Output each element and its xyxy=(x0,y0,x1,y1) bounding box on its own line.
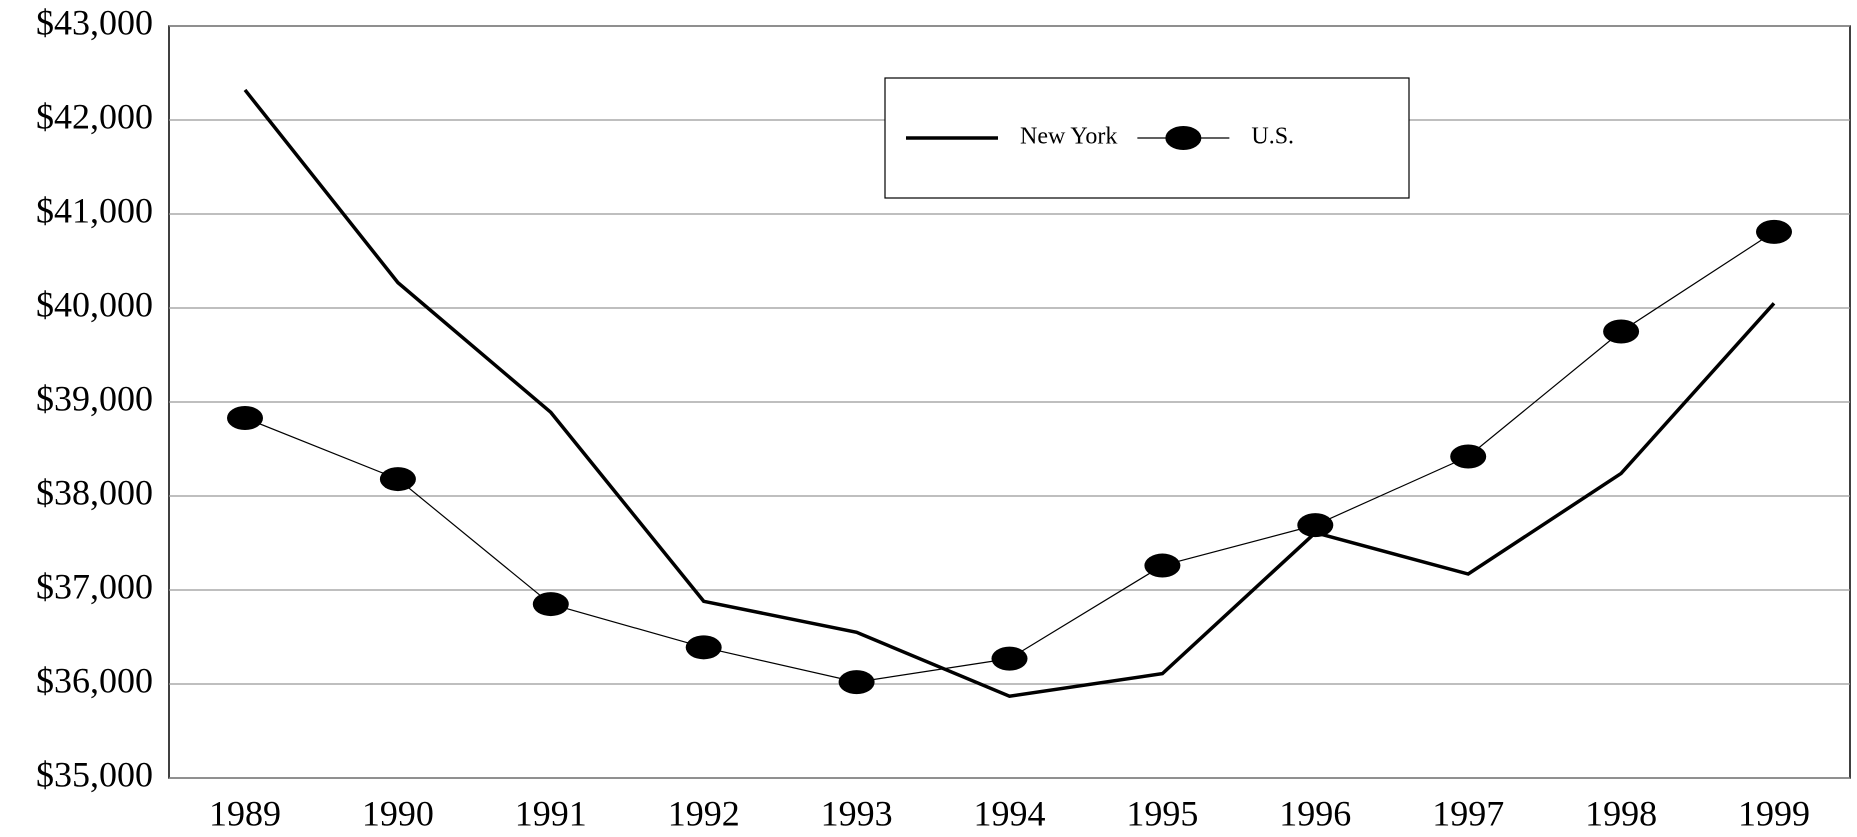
x-tick-label: 1997 xyxy=(1432,793,1504,833)
y-tick-label: $38,000 xyxy=(36,472,153,512)
point-marker xyxy=(532,592,569,617)
y-tick-label: $36,000 xyxy=(36,660,153,700)
legend-marker xyxy=(1165,126,1202,150)
point-marker xyxy=(1603,319,1640,344)
y-tick-label: $37,000 xyxy=(36,566,153,606)
point-marker xyxy=(1297,513,1334,538)
series-line xyxy=(243,88,1776,699)
x-tick-label: 1991 xyxy=(515,793,587,833)
x-tick-label: 1994 xyxy=(974,793,1046,833)
x-tick-label: 1990 xyxy=(362,793,434,833)
x-tick-label: 1999 xyxy=(1738,793,1810,833)
legend-label: U.S. xyxy=(1251,124,1294,150)
x-tick-label: 1989 xyxy=(209,793,281,833)
y-tick-label: $42,000 xyxy=(36,96,153,136)
point-marker xyxy=(227,405,263,430)
point-marker xyxy=(685,635,722,660)
point-marker xyxy=(1144,553,1181,578)
x-tick-label: 1993 xyxy=(821,793,893,833)
x-tick-label: 1992 xyxy=(668,793,740,833)
x-tick-label: 1996 xyxy=(1279,793,1351,833)
point-marker xyxy=(991,646,1028,671)
legend: New York U.S. xyxy=(884,77,1410,199)
x-tick-label: 1995 xyxy=(1126,793,1198,833)
y-tick-label: $41,000 xyxy=(36,190,153,230)
series-line xyxy=(244,231,1775,683)
y-tick-label: $43,000 xyxy=(36,2,153,42)
y-tick-label: $40,000 xyxy=(36,284,153,324)
y-tick-label: $35,000 xyxy=(36,754,153,794)
point-marker xyxy=(379,467,416,492)
y-tick-label: $39,000 xyxy=(36,378,153,418)
point-marker xyxy=(838,670,875,695)
point-marker xyxy=(1450,444,1487,469)
legend-label: New York xyxy=(1020,124,1117,150)
x-tick-label: 1998 xyxy=(1585,793,1657,833)
point-marker xyxy=(1756,219,1792,244)
